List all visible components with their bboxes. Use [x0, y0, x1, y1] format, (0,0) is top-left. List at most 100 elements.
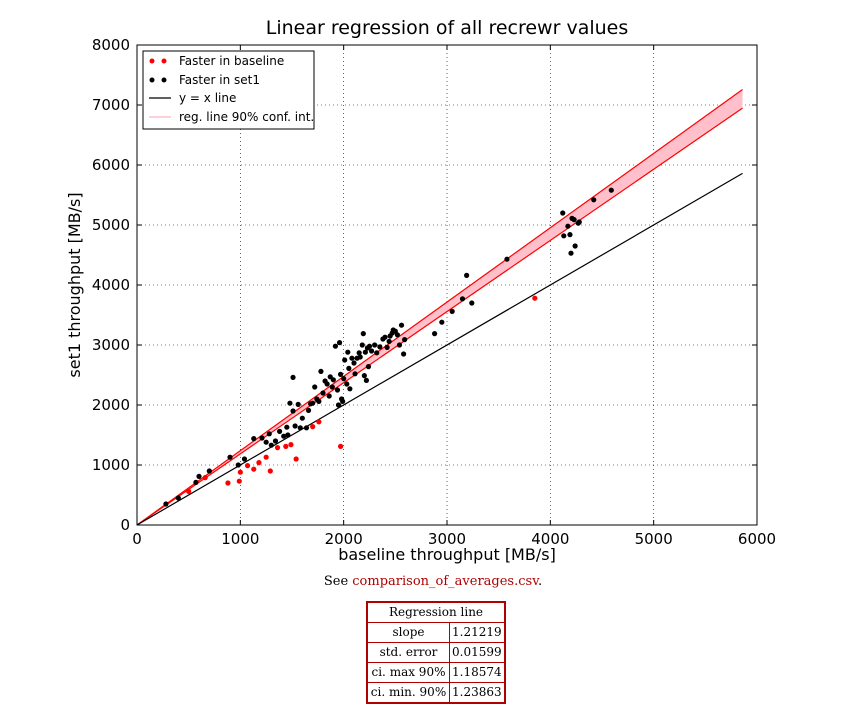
point-faster-in-baseline — [236, 478, 242, 484]
point-faster-in-set1 — [561, 233, 567, 239]
point-faster-in-set1 — [332, 343, 338, 349]
x-tick-label: 1000 — [221, 530, 259, 548]
table-row: ci. max 90% 1.18574 — [366, 662, 506, 683]
point-faster-in-set1 — [227, 454, 233, 460]
point-faster-in-set1 — [292, 423, 298, 429]
point-faster-in-set1 — [287, 400, 293, 406]
row-value: 0.01599 — [449, 642, 506, 663]
x-tick-label: 2000 — [325, 530, 363, 548]
point-faster-in-set1 — [342, 357, 348, 363]
point-faster-in-set1 — [295, 401, 301, 407]
point-faster-in-set1 — [335, 402, 342, 408]
csv-caption: See comparison_of_averages.csv. — [0, 574, 866, 589]
point-faster-in-baseline — [186, 488, 192, 494]
x-tick-label: 5000 — [635, 530, 673, 548]
point-faster-in-set1 — [560, 210, 566, 216]
legend-marker-baseline — [149, 58, 155, 64]
y-tick-label: 7000 — [92, 96, 130, 114]
y-equals-x — [136, 172, 743, 526]
point-faster-in-set1 — [312, 384, 318, 390]
point-faster-in-baseline — [288, 442, 294, 448]
point-faster-in-set1 — [163, 501, 169, 507]
point-faster-in-set1 — [394, 332, 400, 338]
point-faster-in-set1 — [341, 376, 347, 382]
point-faster-in-set1 — [303, 425, 310, 431]
regression-table-header: Regression line — [366, 601, 506, 623]
row-label: slope — [366, 622, 450, 643]
x-axis-title: baseline throughput [MB/s] — [338, 545, 556, 564]
y-tick-label: 0 — [120, 516, 130, 534]
point-faster-in-set1 — [281, 433, 287, 439]
point-faster-in-set1 — [285, 432, 291, 438]
point-faster-in-set1 — [374, 350, 380, 356]
x-tick-label: 4000 — [531, 530, 569, 548]
y-tick-label: 5000 — [92, 216, 130, 234]
point-faster-in-set1 — [340, 398, 346, 404]
point-faster-in-baseline — [256, 460, 262, 466]
point-faster-in-set1 — [368, 348, 375, 354]
point-faster-in-set1 — [266, 431, 272, 437]
point-faster-in-set1 — [377, 344, 383, 350]
point-faster-in-baseline — [283, 443, 289, 449]
row-value: 1.18574 — [449, 662, 506, 683]
point-faster-in-set1 — [251, 436, 257, 442]
point-faster-in-set1 — [284, 424, 290, 430]
row-value: 1.21219 — [449, 622, 506, 643]
point-faster-in-set1 — [464, 272, 470, 278]
point-faster-in-baseline — [337, 443, 344, 449]
point-faster-in-set1 — [386, 338, 392, 344]
point-faster-in-baseline — [274, 445, 281, 451]
point-faster-in-set1 — [396, 342, 403, 348]
point-faster-in-set1 — [326, 393, 332, 399]
point-faster-in-set1 — [567, 232, 573, 238]
point-faster-in-set1 — [504, 256, 510, 262]
point-faster-in-set1 — [382, 334, 388, 340]
point-faster-in-set1 — [572, 243, 578, 249]
confidence-band-upper — [136, 89, 743, 526]
point-faster-in-set1 — [290, 374, 296, 380]
legend-box — [142, 50, 315, 130]
point-faster-in-baseline — [532, 295, 538, 301]
point-faster-in-set1 — [310, 400, 316, 406]
x-tick-label: 6000 — [738, 530, 776, 548]
point-faster-in-set1 — [439, 319, 445, 325]
point-faster-in-baseline — [244, 463, 251, 469]
y-tick-label: 1000 — [92, 456, 130, 474]
point-faster-in-baseline — [316, 419, 322, 425]
point-faster-in-set1 — [449, 308, 455, 314]
point-faster-in-set1 — [608, 187, 614, 193]
legend-marker-set1 — [161, 77, 167, 83]
point-faster-in-set1 — [268, 442, 274, 448]
scatter-points — [163, 187, 614, 507]
legend-label-band: reg. line 90% conf. int. — [179, 110, 314, 124]
table-row: ci. min. 90% 1.23863 — [366, 682, 506, 704]
legend-label-yx: y = x line — [179, 91, 236, 105]
y-tick-label: 6000 — [92, 156, 130, 174]
point-faster-in-baseline — [225, 480, 231, 486]
point-faster-in-set1 — [352, 371, 358, 377]
point-faster-in-set1 — [360, 331, 366, 337]
point-faster-in-baseline — [263, 454, 269, 460]
point-faster-in-set1 — [469, 300, 475, 306]
point-faster-in-baseline — [202, 475, 208, 481]
confidence-band-lower — [136, 107, 743, 526]
csv-link[interactable]: comparison_of_averages.csv — [352, 574, 538, 589]
point-faster-in-set1 — [432, 331, 438, 337]
point-faster-in-baseline — [251, 466, 257, 472]
point-faster-in-set1 — [334, 387, 341, 393]
regression-table: Regression line slope 1.21219 std. error… — [366, 601, 506, 704]
table-row: std. error 0.01599 — [366, 642, 506, 663]
caption-prefix: See — [323, 574, 353, 589]
point-faster-in-baseline — [237, 469, 243, 475]
point-faster-in-set1 — [196, 473, 202, 479]
point-faster-in-set1 — [571, 217, 577, 223]
legend-marker-set1 — [149, 77, 155, 83]
legend: Faster in baseline Faster in set1 y = x … — [142, 50, 315, 130]
point-faster-in-set1 — [401, 351, 407, 357]
point-faster-in-set1 — [361, 373, 367, 379]
caption-suffix: . — [538, 574, 543, 589]
point-faster-in-set1 — [241, 456, 248, 462]
point-faster-in-set1 — [568, 250, 574, 256]
point-faster-in-set1 — [591, 197, 597, 203]
